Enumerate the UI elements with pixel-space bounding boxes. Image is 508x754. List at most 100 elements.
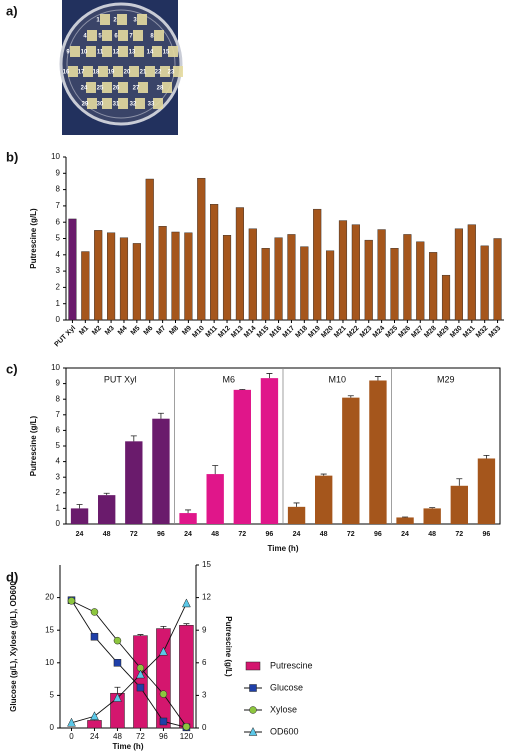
colony <box>173 66 183 77</box>
marker <box>159 717 168 726</box>
x-tick-label: 72 <box>130 531 138 538</box>
bar <box>342 397 360 524</box>
y-tick-label: 5 <box>50 691 55 700</box>
facet-title: PUT Xyl <box>104 374 137 384</box>
colony <box>162 82 172 93</box>
colony-label: 18 <box>93 70 100 76</box>
marker <box>90 608 99 616</box>
bar <box>450 485 468 524</box>
y-tick-label: 6 <box>56 426 61 435</box>
x-tick-label: 24 <box>76 531 84 538</box>
x-tick-label: 24 <box>293 531 301 538</box>
bar <box>179 625 194 729</box>
panel-label: d) <box>6 569 18 584</box>
y-tick-label: 10 <box>51 152 60 161</box>
x-tick-label: M17 <box>282 325 297 340</box>
colony-label: 16 <box>63 70 70 76</box>
bar <box>156 628 171 729</box>
colony-label: 10 <box>81 50 88 56</box>
error-bar <box>130 435 137 442</box>
error-bar <box>266 373 273 379</box>
x-tick-label: M11 <box>205 325 219 339</box>
colony <box>129 66 139 77</box>
x-tick-label: 48 <box>428 531 436 538</box>
x-tick-label: M10 <box>191 325 206 340</box>
error-bar <box>114 686 121 694</box>
x-tick-label: M9 <box>181 325 193 337</box>
colony-label: 6 <box>114 34 118 40</box>
colony-label: 32 <box>130 102 137 108</box>
bar <box>107 232 116 321</box>
bar <box>274 237 283 321</box>
colony <box>100 14 110 25</box>
error-bar <box>212 465 219 475</box>
x-tick-label: M7 <box>156 325 168 337</box>
marker <box>159 690 168 698</box>
bar <box>248 228 257 321</box>
bar <box>396 517 414 524</box>
bar <box>235 207 244 321</box>
bar <box>119 237 129 321</box>
bar <box>351 224 360 321</box>
bar <box>429 252 438 321</box>
colony-label: 5 <box>98 34 102 40</box>
bar <box>94 230 103 321</box>
x-tick-label: M28 <box>423 325 438 340</box>
x-tick-label: 48 <box>103 531 111 538</box>
x-tick-label: 96 <box>374 531 382 538</box>
x-tick-label: M15 <box>256 325 271 340</box>
legend-marker <box>249 706 257 714</box>
colony <box>138 82 148 93</box>
x-tick-label: M24 <box>372 325 387 340</box>
colony-label: 13 <box>129 50 136 56</box>
axis <box>65 157 504 321</box>
bar <box>260 378 279 524</box>
colony-label: 19 <box>108 70 115 76</box>
error-bar <box>320 473 327 476</box>
bar <box>222 235 232 321</box>
x-tick-label: PUT Xyl <box>54 325 78 349</box>
y-tick-label: 0 <box>56 315 61 324</box>
colony <box>87 98 97 109</box>
x-tick-label: M26 <box>398 325 413 340</box>
marker <box>182 598 191 608</box>
colony <box>145 66 155 77</box>
colony <box>86 46 96 57</box>
y-tick-label: 9 <box>56 379 61 388</box>
y-axis-title: Glucose (g/L), Xylose (g/L), OD600 <box>9 581 18 712</box>
x-tick-label: M19 <box>307 325 322 340</box>
colony-label: 21 <box>140 70 147 76</box>
facet-title: M10 <box>328 374 346 384</box>
colony-label: 15 <box>163 50 170 56</box>
x-tick-label: 24 <box>184 531 192 538</box>
error-bar <box>429 507 436 509</box>
x-tick-label: M4 <box>117 325 129 337</box>
x-tick-label: M2 <box>91 325 103 337</box>
marker <box>90 711 99 721</box>
y-tick-label: 6 <box>202 658 207 667</box>
colony <box>118 30 128 41</box>
colony <box>102 98 112 109</box>
legend-marker <box>248 726 258 736</box>
colony <box>153 98 163 109</box>
y-tick-label: 0 <box>56 519 61 528</box>
x-tick-label: 48 <box>320 531 328 538</box>
bar <box>206 474 224 524</box>
error-bar <box>456 478 463 486</box>
y-tick-label: 15 <box>45 625 54 634</box>
y-tick-label: 3 <box>56 266 61 275</box>
colony-label: 28 <box>157 86 164 92</box>
x-tick-label: M5 <box>130 325 142 337</box>
colony-label: 33 <box>148 102 155 108</box>
colony <box>118 82 128 93</box>
x-tick-label: M8 <box>168 325 180 337</box>
bar <box>179 513 197 524</box>
colony-label: 9 <box>66 50 70 56</box>
colony-label: 3 <box>133 18 137 24</box>
x-tick-label: 120 <box>180 732 194 741</box>
y-tick-label: 1 <box>56 299 61 308</box>
colony <box>168 46 178 57</box>
bar <box>287 234 296 321</box>
bar <box>377 229 386 321</box>
